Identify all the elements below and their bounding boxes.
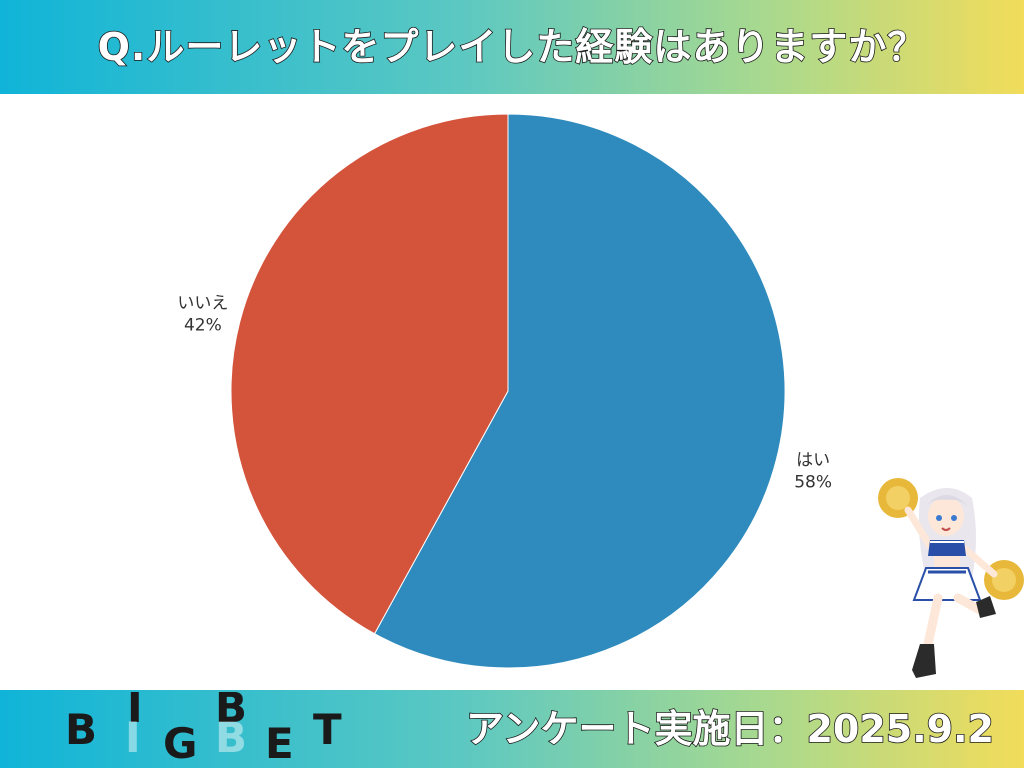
svg-text:I: I	[125, 713, 141, 762]
pie-slice-no	[230, 113, 509, 635]
pie-label-percent: 58%	[794, 472, 832, 492]
logo-letters: B I I G B B E T	[65, 692, 342, 768]
svg-text:G: G	[163, 719, 197, 768]
svg-text:B: B	[215, 713, 247, 762]
header-banner	[0, 0, 1024, 94]
svg-text:T: T	[313, 705, 342, 754]
svg-text:E: E	[265, 719, 294, 768]
pie-label-category: いいえ	[177, 294, 228, 314]
bigbet-logo: B I I G B B E T	[65, 692, 342, 768]
svg-text:B: B	[215, 692, 247, 732]
pie-label-percent: 42%	[184, 316, 222, 336]
svg-text:I: I	[127, 692, 143, 732]
survey-date: アンケート実施日：2025.9.2	[465, 706, 995, 752]
pie-label-category: はい	[796, 450, 830, 470]
footer-banner	[0, 690, 1024, 768]
pie-slices	[230, 113, 786, 669]
pie-slice-yes	[373, 113, 786, 669]
page-title: Q.ルーレットをプレイした経験はありますか？	[97, 24, 927, 70]
cheerleader-mascot-illustration	[878, 478, 1024, 678]
svg-text:B: B	[65, 705, 97, 754]
